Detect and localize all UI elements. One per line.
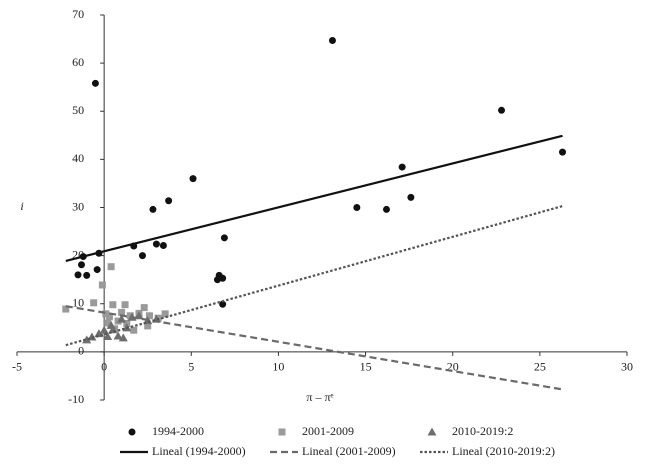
point bbox=[107, 263, 115, 271]
trend-line bbox=[65, 134, 563, 262]
point bbox=[62, 305, 70, 313]
point bbox=[328, 37, 336, 45]
point bbox=[159, 242, 167, 250]
point bbox=[219, 274, 227, 282]
legend-label: Lineal (2010-2019:2) bbox=[452, 444, 555, 458]
legend-marker bbox=[427, 427, 437, 436]
point bbox=[140, 304, 148, 312]
legend-label: 2010-2019:2 bbox=[452, 424, 513, 438]
y-tick-label: 30 bbox=[72, 199, 84, 213]
point bbox=[106, 320, 116, 329]
point bbox=[74, 271, 82, 279]
point bbox=[118, 308, 126, 316]
point bbox=[93, 266, 101, 274]
point bbox=[138, 252, 146, 260]
y-tick-label: -10 bbox=[68, 392, 84, 406]
trend-line bbox=[65, 204, 563, 347]
point bbox=[161, 310, 169, 318]
point bbox=[144, 322, 152, 330]
x-tick-label: 0 bbox=[101, 360, 107, 374]
x-tick-label: 25 bbox=[534, 360, 546, 374]
legend-marker bbox=[128, 428, 136, 436]
y-tick-label: 60 bbox=[72, 55, 84, 69]
point bbox=[382, 205, 390, 213]
point bbox=[104, 319, 112, 327]
point bbox=[99, 325, 109, 334]
point bbox=[398, 163, 406, 171]
y-tick-label: 70 bbox=[72, 7, 84, 21]
legend-label: Lineal (1994-2000) bbox=[152, 444, 246, 458]
point bbox=[90, 299, 98, 307]
point bbox=[152, 240, 160, 248]
x-tick-label: 15 bbox=[360, 360, 372, 374]
point bbox=[117, 314, 127, 323]
legend-label: 2001-2009 bbox=[302, 424, 354, 438]
point bbox=[105, 313, 113, 321]
point bbox=[149, 205, 157, 213]
point bbox=[126, 312, 134, 320]
point bbox=[103, 331, 113, 340]
point bbox=[83, 271, 91, 279]
point bbox=[189, 175, 197, 183]
point bbox=[121, 301, 129, 309]
point bbox=[559, 148, 567, 156]
x-tick-label: 30 bbox=[621, 360, 633, 374]
legend-label: Lineal (2001-2009) bbox=[302, 444, 396, 458]
point bbox=[82, 335, 92, 344]
point bbox=[77, 261, 85, 269]
x-axis-label: π – πᵉ bbox=[306, 390, 333, 404]
point bbox=[498, 106, 506, 114]
point bbox=[407, 193, 415, 201]
point bbox=[219, 300, 227, 308]
legend-marker bbox=[278, 428, 286, 436]
x-tick-label: 10 bbox=[272, 360, 284, 374]
y-tick-label: 10 bbox=[72, 296, 84, 310]
y-axis-label: i bbox=[20, 199, 23, 213]
point bbox=[165, 197, 173, 205]
y-tick-label: 0 bbox=[78, 344, 84, 358]
point bbox=[91, 79, 99, 87]
x-tick-label: 5 bbox=[188, 360, 194, 374]
point bbox=[353, 204, 361, 211]
point bbox=[220, 234, 228, 242]
x-tick-label: -5 bbox=[12, 360, 22, 374]
point bbox=[130, 326, 138, 334]
legend-label: 1994-2000 bbox=[152, 424, 204, 438]
y-tick-label: 50 bbox=[72, 103, 84, 117]
point bbox=[145, 312, 153, 320]
point bbox=[109, 301, 117, 309]
y-tick-label: 40 bbox=[72, 151, 84, 165]
point bbox=[98, 281, 106, 289]
point bbox=[113, 331, 123, 340]
trend-line bbox=[65, 305, 563, 391]
point bbox=[118, 333, 128, 342]
